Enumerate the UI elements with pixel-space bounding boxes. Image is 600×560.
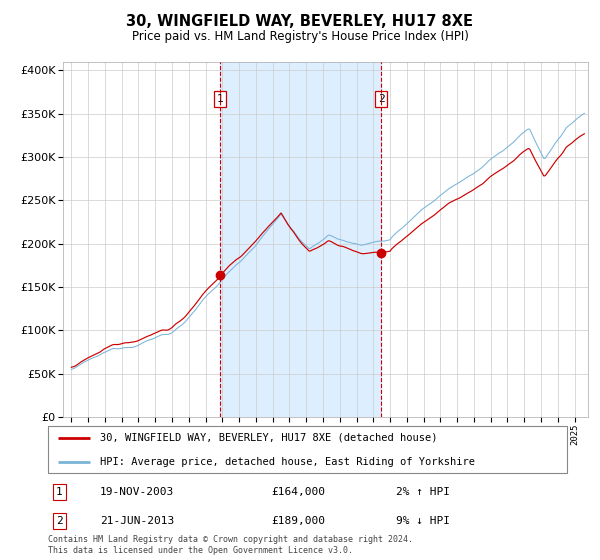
Text: 1: 1 <box>56 487 62 497</box>
Text: 21-JUN-2013: 21-JUN-2013 <box>100 516 174 526</box>
Text: 1: 1 <box>217 94 224 104</box>
Text: £164,000: £164,000 <box>271 487 325 497</box>
Text: 2% ↑ HPI: 2% ↑ HPI <box>396 487 450 497</box>
Bar <box>220 62 381 417</box>
Text: £189,000: £189,000 <box>271 516 325 526</box>
Text: 2: 2 <box>378 94 385 104</box>
Text: 9% ↓ HPI: 9% ↓ HPI <box>396 516 450 526</box>
Text: HPI: Average price, detached house, East Riding of Yorkshire: HPI: Average price, detached house, East… <box>100 457 475 467</box>
Text: 2: 2 <box>56 516 62 526</box>
Text: Price paid vs. HM Land Registry's House Price Index (HPI): Price paid vs. HM Land Registry's House … <box>131 30 469 43</box>
Text: 30, WINGFIELD WAY, BEVERLEY, HU17 8XE (detached house): 30, WINGFIELD WAY, BEVERLEY, HU17 8XE (d… <box>100 433 437 443</box>
Text: 19-NOV-2003: 19-NOV-2003 <box>100 487 174 497</box>
Text: Contains HM Land Registry data © Crown copyright and database right 2024.
This d: Contains HM Land Registry data © Crown c… <box>48 535 413 555</box>
FancyBboxPatch shape <box>48 426 567 473</box>
Text: 30, WINGFIELD WAY, BEVERLEY, HU17 8XE: 30, WINGFIELD WAY, BEVERLEY, HU17 8XE <box>127 14 473 29</box>
